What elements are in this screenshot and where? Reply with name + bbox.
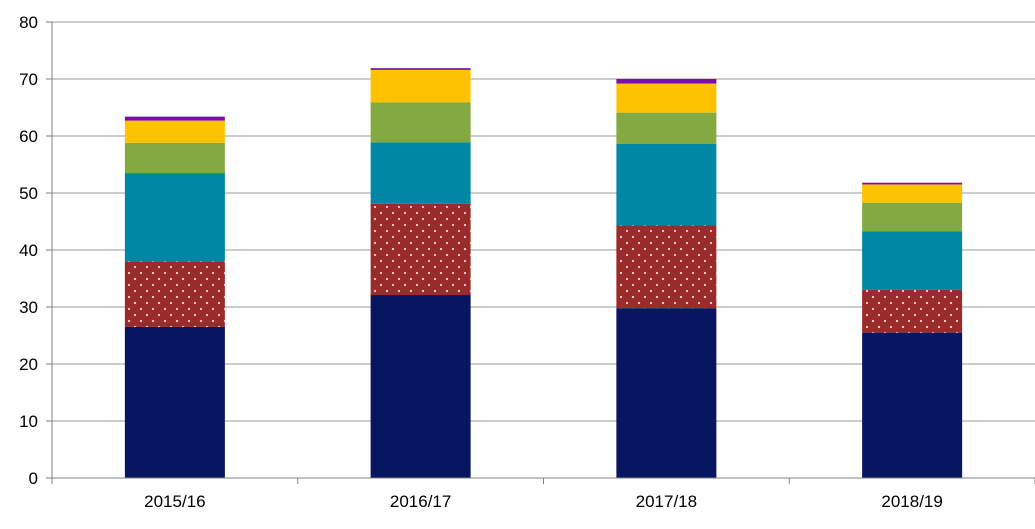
bar-segment-2015-16-series-4 — [124, 142, 225, 174]
bar-segment-2015-16-series-6 — [124, 116, 225, 121]
x-tick-label: 2016/17 — [390, 492, 451, 511]
y-tick-label: 70 — [19, 70, 38, 89]
y-tick-label: 20 — [19, 355, 38, 374]
tick-labels: 0 10 20 30 40 50 60 70 80 2015/16 2016/17 2017/18 20… — [19, 13, 943, 511]
bar-segment-2017-18-series-2 — [616, 225, 717, 309]
bar-segment-2018-19-series-6 — [862, 182, 963, 185]
bar-segment-2018-19-series-3 — [862, 231, 963, 290]
bar-segment-2015-16-series-5 — [124, 120, 225, 143]
bar-segment-2018-19-series-4 — [862, 202, 963, 232]
bar-segment-2016-17-series-5 — [370, 69, 471, 103]
x-tick-label: 2015/16 — [144, 492, 205, 511]
bar-segment-2017-18-series-6 — [616, 79, 717, 84]
bar-segment-2016-17-series-2 — [370, 203, 471, 296]
bar-segment-2018-19-series-5 — [862, 184, 963, 203]
bar-segment-2015-16-series-2 — [124, 261, 225, 327]
y-tick-label: 80 — [19, 13, 38, 32]
bar-segment-2015-16-series-1 — [124, 326, 225, 478]
y-tick-label: 40 — [19, 241, 38, 260]
y-tick-label: 60 — [19, 127, 38, 146]
axes — [46, 21, 1035, 484]
bar-segment-2016-17-series-1 — [370, 295, 471, 478]
bar-segment-2017-18-series-1 — [616, 308, 717, 478]
x-tick-label: 2017/18 — [636, 492, 697, 511]
bars — [124, 68, 963, 478]
bar-segment-2015-16-series-3 — [124, 173, 225, 262]
y-tick-label: 0 — [29, 469, 38, 488]
bar-segment-2018-19-series-2 — [862, 289, 963, 333]
bar-segment-2017-18-series-3 — [616, 143, 717, 226]
bar-segment-2016-17-series-6 — [370, 68, 471, 70]
bar-segment-2017-18-series-4 — [616, 112, 717, 144]
y-tick-label: 50 — [19, 184, 38, 203]
bar-segment-2018-19-series-1 — [862, 332, 963, 478]
bar-segment-2016-17-series-4 — [370, 102, 471, 143]
y-tick-label: 10 — [19, 412, 38, 431]
y-tick-label: 30 — [19, 298, 38, 317]
x-tick-label: 2018/19 — [881, 492, 942, 511]
bar-segment-2016-17-series-3 — [370, 142, 471, 204]
bar-segment-2017-18-series-5 — [616, 83, 717, 113]
